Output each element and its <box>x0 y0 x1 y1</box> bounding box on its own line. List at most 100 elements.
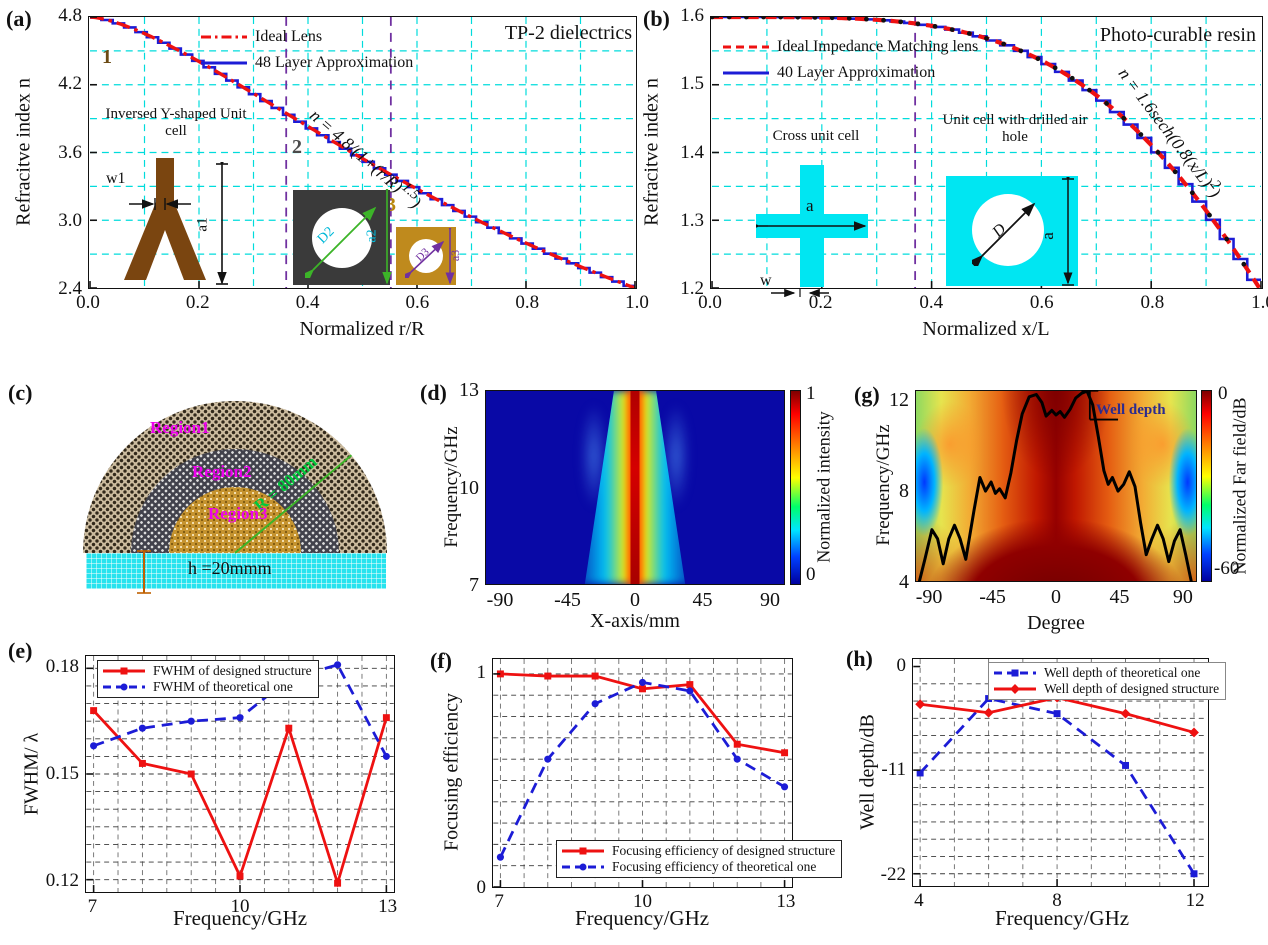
series-marker <box>1122 761 1130 769</box>
ideal-marker-dot <box>1018 48 1024 54</box>
well-depth-annotation: Well depth <box>1096 402 1166 418</box>
y-tick-label: 12 <box>889 389 909 412</box>
series-marker <box>382 714 390 722</box>
legend-a-layer: 48 Layer Approximation <box>200 54 413 72</box>
legend-b-ideal: Ideal Impedance Matching lens <box>722 38 978 56</box>
x-tick-label: 0.2 <box>808 292 833 313</box>
panel-a-letter: (a) <box>6 6 32 31</box>
ideal-marker-dot <box>1189 190 1195 196</box>
x-tick-label: 0.8 <box>515 292 540 313</box>
x-tick-label: 45 <box>1109 586 1130 608</box>
x-tick-label: 7 <box>494 891 504 912</box>
y-tick-label: 13 <box>459 379 479 401</box>
x-tick-label: -90 <box>915 586 943 608</box>
y-tick-label: 2.4 <box>58 278 82 299</box>
y-tick-label: 8 <box>899 480 909 503</box>
ideal-marker-dot <box>1259 288 1263 289</box>
y-tick-label: 1.4 <box>680 141 704 163</box>
y-tick-label: 0.18 <box>45 656 79 678</box>
y-tick-label: 1.2 <box>680 278 704 299</box>
d3-diameter-arrow <box>405 240 445 278</box>
legend-f-theoretical-label: Focusing efficiency of theoretical one <box>612 859 817 874</box>
panel-c-letter: (c) <box>8 380 33 405</box>
series-marker <box>1120 708 1131 719</box>
series-marker <box>1053 710 1061 718</box>
series-marker <box>983 707 994 718</box>
inset-drilled-title: Unit cell with drilled air hole <box>942 112 1088 146</box>
x-tick-label: 0.6 <box>405 292 430 313</box>
label-a3: a3 <box>448 249 463 262</box>
series-marker <box>733 755 741 763</box>
colorbar-g-label: Normalized Far field/dB <box>1229 397 1250 575</box>
series-marker <box>90 742 98 750</box>
legend-line-well-designed <box>994 684 1036 694</box>
colorbar-d-tick-min: 0 <box>806 564 816 585</box>
ideal-marker-dot <box>846 17 852 21</box>
y-tick-label: 3.0 <box>58 209 82 231</box>
legend-f-designed: Focusing efficiency of designed structur… <box>561 843 835 859</box>
x-tick-label: 0 <box>1051 586 1061 608</box>
x-tick-label: 13 <box>776 891 796 912</box>
legend-e-theoretical: FWHM of theoretical one <box>102 679 312 695</box>
legend-b-ideal-label: Ideal Impedance Matching lens <box>777 38 979 55</box>
series-marker <box>544 755 552 763</box>
panel-f-letter: (f) <box>430 648 452 673</box>
y-tick-label: 0.15 <box>45 763 79 784</box>
legend-swatch-marker <box>579 847 587 855</box>
colorbar-g <box>1201 390 1212 582</box>
legend-h: Well depth of theoretical one Well depth… <box>988 662 1227 700</box>
region1-label: Region1 <box>150 418 210 437</box>
series-marker <box>187 717 195 725</box>
farfield-overlay <box>917 390 1193 582</box>
label-cross-a: a <box>806 196 814 215</box>
ideal-marker-dot <box>1069 75 1075 81</box>
x-tick-label: 10 <box>230 896 250 917</box>
label-a1: a1 <box>194 217 211 232</box>
series-marker <box>285 724 293 732</box>
y-tick-label: 1.3 <box>680 209 704 231</box>
series-marker <box>334 661 342 669</box>
series-ideal <box>89 17 636 288</box>
panel-g-letter: (g) <box>854 382 880 407</box>
legend-line-48-layer <box>201 61 247 65</box>
legend-line-well-theoretical <box>994 669 1036 677</box>
legend-a-ideal-label: Ideal Lens <box>255 28 323 45</box>
y-tick-label: 0 <box>896 654 907 676</box>
legend-swatch-marker <box>120 667 128 675</box>
panel-e-xlabel: Frequency/GHz <box>172 906 308 930</box>
x-tick-label: 12 <box>1185 890 1205 911</box>
label-w: w <box>760 272 772 289</box>
x-tick-label: 0 <box>630 589 640 611</box>
x-tick-label: 0.8 <box>1140 292 1165 313</box>
x-tick-label: 45 <box>692 589 713 611</box>
panel-a-xlabel: Normalized r/R <box>299 318 425 340</box>
series-marker <box>591 672 599 680</box>
ideal-marker-dot <box>1035 56 1041 62</box>
y-tick-label: 10 <box>459 476 479 499</box>
x-tick-label: 13 <box>378 896 398 917</box>
legend-e-designed: FWHM of designed structure <box>102 663 312 679</box>
drilled-a-arrow <box>1062 177 1074 286</box>
x-tick-label: 4 <box>914 890 924 911</box>
legend-b-layer-label: 40 Layer Approximation <box>777 64 936 81</box>
series-marker <box>496 853 504 861</box>
x-tick-label: 10 <box>633 891 652 912</box>
d2-diameter-arrow <box>305 206 377 278</box>
x-tick-label: 1.0 <box>625 292 649 313</box>
legend-line-eff-designed <box>562 847 604 855</box>
ideal-marker-dot <box>1207 212 1212 218</box>
x-tick-label: 90 <box>1172 586 1193 608</box>
legend-e-designed-label: FWHM of designed structure <box>153 663 312 678</box>
legend-h-theoretical: Well depth of theoretical one <box>993 665 1219 681</box>
legend-swatch-marker <box>1011 669 1019 677</box>
series-marker <box>733 740 741 748</box>
x-tick-label: 90 <box>760 589 780 611</box>
legend-e-theoretical-label: FWHM of theoretical one <box>153 679 293 694</box>
y-tick-label: 1.6 <box>680 5 704 26</box>
legend-e: FWHM of designed structure FWHM of theor… <box>97 660 319 698</box>
slab-height-label: h =20mmm <box>188 558 272 578</box>
ideal-marker-dot <box>778 17 784 20</box>
colorbar-d <box>790 390 801 585</box>
panel-d-xlabel: X-axis/mm <box>590 610 680 632</box>
x-tick-label: 1.0 <box>1251 292 1268 313</box>
